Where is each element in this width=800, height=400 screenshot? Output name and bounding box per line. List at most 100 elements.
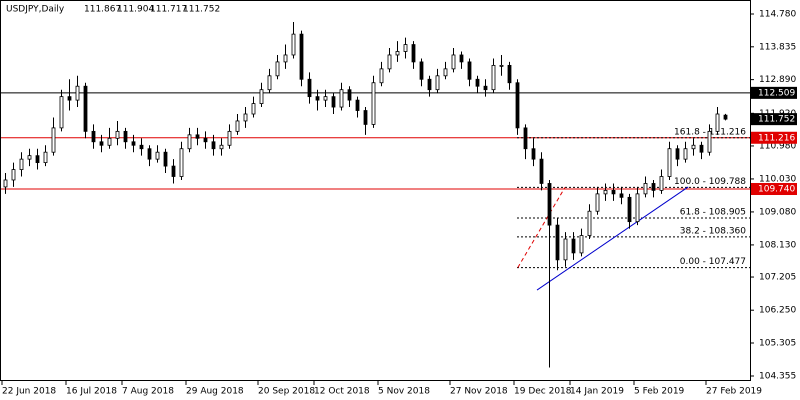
candle-body xyxy=(563,238,568,261)
candle-body xyxy=(411,44,416,63)
candle-body xyxy=(19,158,24,170)
candle-body xyxy=(331,96,336,108)
candle-body xyxy=(419,61,424,80)
candle-body xyxy=(107,137,112,146)
candle-body xyxy=(707,130,712,153)
candle-body xyxy=(499,64,504,67)
candle-body xyxy=(611,189,616,195)
x-tick-label: 22 Jun 2018 xyxy=(2,387,56,397)
price-box-label: 109.740 xyxy=(758,185,795,195)
candle-body xyxy=(627,196,632,223)
candle-body xyxy=(219,144,224,150)
candle-body xyxy=(291,33,296,56)
candle-body xyxy=(459,54,464,63)
candle-body xyxy=(547,183,552,226)
open-price: 111.867 xyxy=(84,5,121,15)
candle-body xyxy=(491,64,496,91)
x-tick-label: 20 Sep 2018 xyxy=(258,387,315,397)
candle-body xyxy=(67,96,72,101)
x-tick-label: 7 Aug 2018 xyxy=(122,387,174,397)
candle-body xyxy=(259,89,264,104)
x-tick-label: 27 Nov 2018 xyxy=(450,387,508,397)
x-tick-label: 14 Jan 2019 xyxy=(570,387,624,397)
x-tick-label: 29 Aug 2018 xyxy=(186,387,244,397)
fib-label: 38.2 - 108.360 xyxy=(680,226,746,236)
candle-body xyxy=(699,144,704,153)
candle-body xyxy=(75,85,80,101)
fib-label: 100.0 - 109.788 xyxy=(674,177,746,187)
y-tick-label: 113.835 xyxy=(759,42,796,52)
candle-body xyxy=(99,141,104,146)
y-tick-label: 110.030 xyxy=(759,174,796,184)
trendline xyxy=(536,186,689,291)
candle-body xyxy=(235,120,240,132)
trendline xyxy=(517,187,566,268)
candle-body xyxy=(715,113,720,132)
candle-body xyxy=(483,85,488,91)
candle-body xyxy=(443,68,448,77)
candle-body xyxy=(403,44,408,52)
candle-body xyxy=(467,61,472,80)
x-tick-label: 5 Nov 2018 xyxy=(378,387,430,397)
x-tick-label: 27 Feb 2019 xyxy=(706,387,762,397)
candle-body xyxy=(251,103,256,115)
price-box xyxy=(751,183,797,196)
low-price: 111.717 xyxy=(150,5,187,15)
fib-label: 0.00 - 107.477 xyxy=(680,257,746,267)
candle-body xyxy=(427,78,432,91)
candle-body xyxy=(339,89,344,108)
candle-body xyxy=(83,85,88,132)
y-tick-label: 110.980 xyxy=(759,141,796,151)
candle-body xyxy=(691,144,696,150)
candle-body xyxy=(523,127,528,150)
candle-body xyxy=(211,141,216,150)
candle-body xyxy=(299,33,304,80)
candle-body xyxy=(371,82,376,125)
candle-body xyxy=(3,179,8,188)
candle-body xyxy=(595,193,600,212)
price-box-label: 111.216 xyxy=(758,133,795,143)
price-box-label: 112.509 xyxy=(758,88,795,98)
candle-body xyxy=(171,165,176,177)
candle-body xyxy=(643,183,648,195)
candle-body xyxy=(179,148,184,177)
header: USDJPY,Daily 111.867 111.904 111.717 111… xyxy=(6,5,220,15)
candle-body xyxy=(387,54,392,70)
candle-body xyxy=(723,114,728,120)
candle-body xyxy=(187,134,192,150)
candle-body xyxy=(163,151,168,167)
y-tick-label: 108.130 xyxy=(759,240,796,250)
candle-body xyxy=(131,141,136,146)
close-price: 111.752 xyxy=(183,5,220,15)
candle-body xyxy=(123,130,128,143)
candle-body xyxy=(347,89,352,101)
candle-body xyxy=(59,96,64,129)
price-box xyxy=(751,131,797,144)
candle-body xyxy=(475,78,480,87)
candle-body xyxy=(659,176,664,191)
candle-body xyxy=(203,137,208,143)
candle-body xyxy=(139,144,144,150)
candle-body xyxy=(587,210,592,236)
candle-body xyxy=(243,113,248,122)
candle-body xyxy=(11,169,16,181)
candle-body xyxy=(683,148,688,160)
candle-body xyxy=(355,99,360,111)
candle-body xyxy=(267,75,272,91)
candle-body xyxy=(323,96,328,101)
candle-body xyxy=(555,224,560,261)
symbol: USDJPY,Daily xyxy=(6,5,65,15)
candle-body xyxy=(379,68,384,84)
candle-body xyxy=(619,193,624,198)
candle-body xyxy=(395,51,400,56)
price-box-label: 111.752 xyxy=(758,115,795,125)
candle-body xyxy=(651,183,656,191)
candle-body xyxy=(531,148,536,160)
price-box xyxy=(751,113,797,126)
candle-body xyxy=(507,64,512,84)
candle-body xyxy=(363,110,368,125)
candle-body xyxy=(275,61,280,77)
y-tick-label: 114.780 xyxy=(759,9,796,19)
candle-body xyxy=(515,82,520,129)
